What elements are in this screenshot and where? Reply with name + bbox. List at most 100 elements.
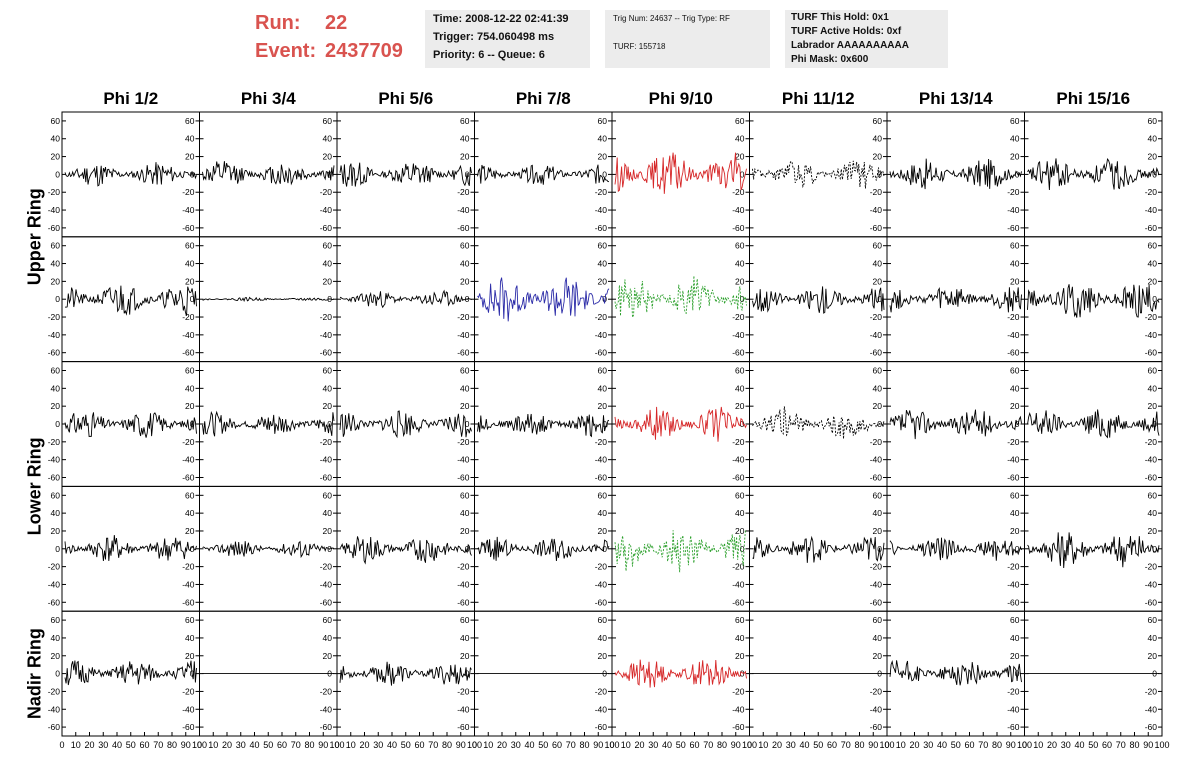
y-tick-label: -60 [1007, 722, 1020, 732]
y-tick-label: -20 [870, 437, 883, 447]
y-tick-label: 20 [323, 276, 333, 286]
y-tick-label: -40 [320, 330, 333, 340]
x-tick-label: 90 [593, 740, 603, 750]
y-tick-label: 40 [873, 633, 883, 643]
y-tick-label: -20 [1145, 437, 1158, 447]
x-tick-label: 100 [1017, 740, 1032, 750]
waveform-trace [477, 164, 610, 185]
y-tick-label: 20 [735, 152, 745, 162]
column-title: Phi 5/6 [378, 89, 433, 108]
x-tick-label: 0 [472, 740, 477, 750]
x-tick-label: 90 [731, 740, 741, 750]
y-tick-label: 60 [185, 116, 195, 126]
y-tick-label: -20 [595, 187, 608, 197]
x-tick-label: 30 [923, 740, 933, 750]
x-tick-label: 50 [538, 740, 548, 750]
y-tick-label: -20 [732, 562, 745, 572]
x-tick-label: 20 [84, 740, 94, 750]
y-tick-label: -40 [182, 579, 195, 589]
y-tick-label: 0 [1152, 294, 1157, 304]
y-tick-label: 60 [323, 615, 333, 625]
y-tick-label: 40 [460, 259, 470, 269]
y-tick-label: -40 [732, 330, 745, 340]
panel-frame [611, 361, 750, 487]
y-tick-label: 0 [1152, 419, 1157, 429]
y-tick-label: 40 [735, 633, 745, 643]
y-tick-label: 60 [1010, 241, 1020, 251]
y-tick-label: -40 [870, 330, 883, 340]
panel-frame [336, 236, 475, 363]
y-tick-label: -60 [182, 348, 195, 358]
y-tick-label: 0 [465, 669, 470, 679]
x-tick-label: 80 [304, 740, 314, 750]
y-tick-label: 60 [735, 116, 745, 126]
y-tick-label: -40 [457, 455, 470, 465]
y-tick-label: 60 [873, 241, 883, 251]
y-tick-label: 40 [460, 383, 470, 393]
y-tick-label: 20 [1148, 401, 1158, 411]
y-tick-label: -20 [182, 562, 195, 572]
y-tick-label: 40 [1148, 633, 1158, 643]
y-tick-label: 40 [873, 134, 883, 144]
y-tick-label: 60 [873, 615, 883, 625]
y-tick-label: 60 [735, 366, 745, 376]
x-tick-label: 50 [676, 740, 686, 750]
y-tick-label: -60 [595, 348, 608, 358]
y-tick-label: -40 [595, 704, 608, 714]
y-tick-label: 60 [1148, 615, 1158, 625]
x-tick-label: 30 [98, 740, 108, 750]
y-tick-label: 40 [51, 259, 61, 269]
x-tick-label: 50 [263, 740, 273, 750]
y-tick-label: 60 [1010, 615, 1020, 625]
y-tick-label: -60 [732, 223, 745, 233]
x-tick-label: 80 [579, 740, 589, 750]
y-tick-label: -40 [1145, 704, 1158, 714]
x-tick-label: 30 [373, 740, 383, 750]
y-tick-label: 60 [51, 615, 61, 625]
y-tick-label: -20 [595, 437, 608, 447]
y-tick-label: 0 [55, 669, 60, 679]
y-tick-label: -20 [732, 437, 745, 447]
y-tick-label: 20 [735, 526, 745, 536]
x-tick-label: 50 [401, 740, 411, 750]
y-tick-label: -60 [48, 223, 61, 233]
y-tick-label: 40 [1148, 259, 1158, 269]
y-tick-label: 20 [185, 401, 195, 411]
waveform-trace [64, 412, 197, 438]
y-tick-label: -40 [48, 704, 61, 714]
x-tick-label: 30 [648, 740, 658, 750]
y-tick-label: -20 [48, 686, 61, 696]
y-tick-label: -20 [732, 312, 745, 322]
y-tick-label: 20 [323, 401, 333, 411]
y-tick-label: -60 [870, 348, 883, 358]
y-tick-label: 20 [323, 152, 333, 162]
panel-frame [61, 610, 200, 737]
y-tick-label: 0 [1015, 169, 1020, 179]
x-tick-label: 40 [662, 740, 672, 750]
y-tick-label: -60 [320, 597, 333, 607]
y-tick-label: 60 [323, 366, 333, 376]
y-tick-label: 20 [873, 276, 883, 286]
y-tick-label: 60 [598, 116, 608, 126]
column-title: Phi 3/4 [241, 89, 296, 108]
y-tick-label: -60 [870, 722, 883, 732]
y-tick-label: 60 [1010, 490, 1020, 500]
waveform-trace [202, 410, 335, 437]
y-tick-label: -20 [1007, 437, 1020, 447]
y-tick-label: 20 [51, 152, 61, 162]
y-tick-label: 20 [873, 526, 883, 536]
y-tick-label: -40 [732, 579, 745, 589]
y-tick-label: 40 [1010, 633, 1020, 643]
y-tick-label: -40 [595, 330, 608, 340]
waveform-trace [64, 285, 197, 316]
y-tick-label: 60 [873, 490, 883, 500]
y-tick-label: -20 [320, 437, 333, 447]
y-tick-label: 20 [735, 276, 745, 286]
y-tick-label: -20 [320, 686, 333, 696]
y-tick-label: -20 [48, 562, 61, 572]
y-tick-label: 0 [740, 544, 745, 554]
y-tick-label: 40 [1010, 259, 1020, 269]
x-tick-label: 40 [937, 740, 947, 750]
y-tick-label: -20 [48, 437, 61, 447]
y-tick-label: 40 [460, 508, 470, 518]
